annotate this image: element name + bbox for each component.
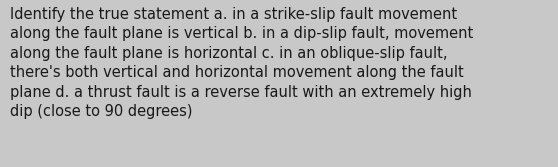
Text: Identify the true statement a. in a strike-slip fault movement
along the fault p: Identify the true statement a. in a stri… — [10, 7, 473, 119]
